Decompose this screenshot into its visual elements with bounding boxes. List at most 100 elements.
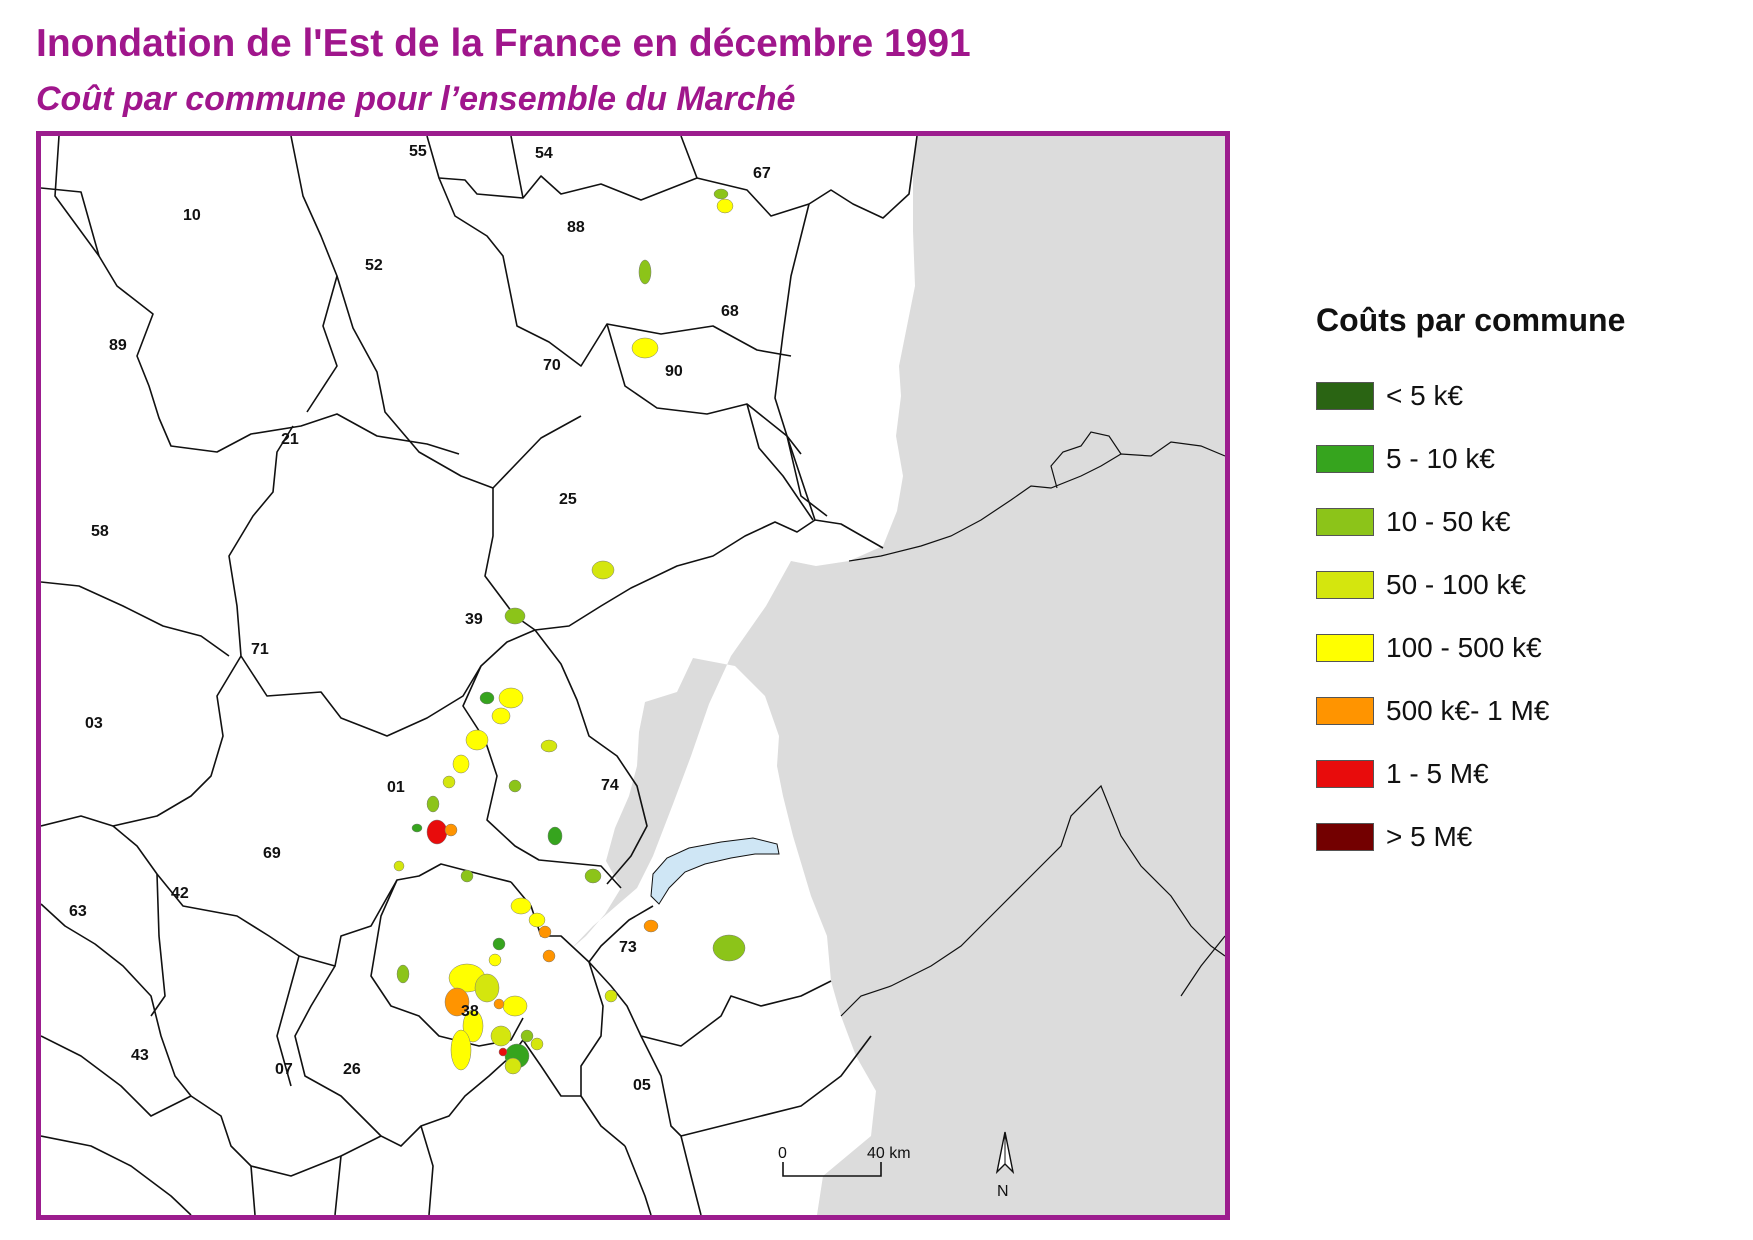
commune-patch xyxy=(504,607,526,625)
north-arrow-icon xyxy=(995,1131,1015,1175)
commune-patch xyxy=(712,934,746,962)
legend-swatch xyxy=(1316,382,1374,410)
legend-title: Coûts par commune xyxy=(1316,302,1626,338)
department-label: 05 xyxy=(633,1077,651,1094)
scale-end-label: 40 km xyxy=(867,1145,911,1162)
legend-label: 500 k€- 1 M€ xyxy=(1386,695,1550,726)
commune-patch xyxy=(504,1057,522,1075)
commune-patch xyxy=(538,925,552,939)
commune-patch xyxy=(396,964,410,984)
commune-patch xyxy=(491,707,511,725)
department-label: 73 xyxy=(619,939,637,956)
commune-patch xyxy=(442,775,456,789)
commune-patch xyxy=(498,1047,508,1057)
legend-swatch xyxy=(1316,760,1374,788)
legend-swatch xyxy=(1316,823,1374,851)
commune-patch xyxy=(450,1029,472,1071)
legend-swatch xyxy=(1316,445,1374,473)
commune-patch xyxy=(444,987,470,1017)
department-label: 88 xyxy=(567,219,585,236)
commune-patch xyxy=(492,937,506,951)
commune-patch xyxy=(393,860,405,872)
department-label: 89 xyxy=(109,337,127,354)
commune-patch xyxy=(520,1029,534,1043)
map-subtitle: Coût par commune pour l’ensemble du Marc… xyxy=(36,80,796,118)
commune-patch xyxy=(528,912,546,928)
commune-patch xyxy=(462,1009,484,1043)
commune-patch xyxy=(542,949,556,963)
department-label: 58 xyxy=(91,523,109,540)
department-label: 21 xyxy=(281,431,299,448)
commune-patch xyxy=(444,823,458,837)
department-label: 26 xyxy=(343,1061,361,1078)
department-label: 69 xyxy=(263,845,281,862)
commune-patch xyxy=(540,739,558,753)
commune-patch xyxy=(490,1025,512,1047)
legend-item: 10 - 50 k€ xyxy=(1316,506,1716,537)
scale-bar xyxy=(782,1162,882,1177)
legend-label: 5 - 10 k€ xyxy=(1386,443,1495,474)
commune-patch xyxy=(452,754,470,774)
north-label: N xyxy=(997,1183,1009,1200)
department-borders xyxy=(41,136,918,1215)
department-labels: 55 54 67 10 88 52 68 89 70 90 21 25 58 39 71 03 01 74 69 42… xyxy=(69,143,771,1094)
commune-patch xyxy=(465,729,489,751)
commune-patch xyxy=(547,826,563,846)
map-canvas[interactable]: 55 54 67 10 88 52 68 89 70 90 21 25 58 39 71 03 01 74 69 42… xyxy=(41,136,1225,1215)
department-label: 68 xyxy=(721,303,739,320)
department-label: 01 xyxy=(387,779,405,796)
legend-swatch xyxy=(1316,634,1374,662)
legend-item: 50 - 100 k€ xyxy=(1316,569,1716,600)
commune-patch xyxy=(508,779,522,793)
legend: Coûts par commune < 5 k€ 5 - 10 k€ 10 - … xyxy=(1316,302,1716,885)
commune-patch xyxy=(591,560,615,580)
department-label: 52 xyxy=(365,257,383,274)
commune-patch xyxy=(530,1037,544,1051)
legend-swatch xyxy=(1316,697,1374,725)
legend-item: 1 - 5 M€ xyxy=(1316,758,1716,789)
commune-patch xyxy=(713,188,729,200)
department-label: 03 xyxy=(85,715,103,732)
foreign-territory-area xyxy=(571,136,1225,1215)
legend-item: < 5 k€ xyxy=(1316,380,1716,411)
legend-label: 1 - 5 M€ xyxy=(1386,758,1489,789)
commune-patch xyxy=(643,919,659,933)
commune-patch xyxy=(460,869,474,883)
commune-patch xyxy=(584,868,602,884)
commune-patch xyxy=(604,989,618,1003)
commune-patch xyxy=(502,995,528,1017)
department-label: 55 xyxy=(409,143,427,160)
legend-swatch xyxy=(1316,508,1374,536)
affected-communes xyxy=(393,188,746,1075)
legend-item: 5 - 10 k€ xyxy=(1316,443,1716,474)
commune-patch xyxy=(411,823,423,833)
legend-label: < 5 k€ xyxy=(1386,380,1464,411)
commune-patch xyxy=(493,998,505,1010)
legend-label: 50 - 100 k€ xyxy=(1386,569,1527,600)
legend-label: > 5 M€ xyxy=(1386,821,1473,852)
department-label: 39 xyxy=(465,611,483,628)
department-label: 43 xyxy=(131,1047,149,1064)
commune-patch xyxy=(426,819,448,845)
commune-patch xyxy=(474,973,500,1003)
department-label: 38 xyxy=(461,1003,479,1020)
department-label: 63 xyxy=(69,903,87,920)
commune-patch xyxy=(426,795,440,813)
department-label: 67 xyxy=(753,165,771,182)
department-label: 07 xyxy=(275,1061,293,1078)
department-label: 74 xyxy=(601,777,619,794)
legend-item: > 5 M€ xyxy=(1316,821,1716,852)
commune-patch xyxy=(479,691,495,705)
foreign-borders xyxy=(840,431,1225,1017)
department-label: 71 xyxy=(251,641,269,658)
map-title: Inondation de l'Est de la France en déce… xyxy=(36,22,971,65)
scale-start-label: 0 xyxy=(778,1145,787,1162)
legend-label: 100 - 500 k€ xyxy=(1386,632,1542,663)
department-label: 90 xyxy=(665,363,683,380)
department-label: 42 xyxy=(171,885,189,902)
department-label: 25 xyxy=(559,491,577,508)
commune-patch xyxy=(638,259,652,285)
commune-patch xyxy=(510,897,532,915)
legend-item: 100 - 500 k€ xyxy=(1316,632,1716,663)
map-frame[interactable]: 55 54 67 10 88 52 68 89 70 90 21 25 58 39 71 03 01 74 69 42… xyxy=(36,131,1230,1220)
